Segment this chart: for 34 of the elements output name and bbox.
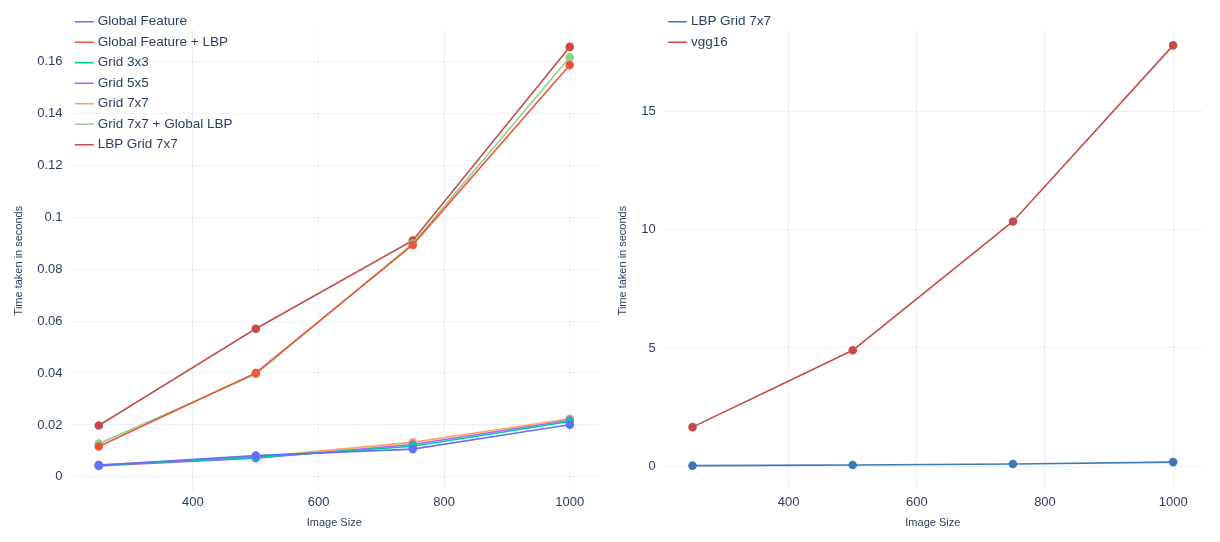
legend-label: Global Feature + LBP bbox=[97, 33, 228, 49]
y-tick-label: 5 bbox=[648, 339, 656, 355]
y-tick-label: 15 bbox=[641, 103, 656, 119]
y-tick-label: 0.04 bbox=[37, 364, 63, 380]
y-tick-label: 0.12 bbox=[37, 156, 63, 172]
y-axis-title: Time taken in seconds bbox=[11, 205, 24, 316]
x-tick-label: 1000 bbox=[555, 493, 585, 509]
legend-label: Grid 5x5 bbox=[97, 74, 149, 90]
legend-label: vgg16 bbox=[690, 33, 728, 49]
legend-label: Grid 7x7 bbox=[97, 95, 149, 111]
legend-label: Grid 7x7 + Global LBP bbox=[97, 115, 233, 131]
y-tick-label: 0.06 bbox=[37, 312, 63, 328]
y-axis-title: Time taken in seconds bbox=[615, 205, 628, 316]
legend-label: LBP Grid 7x7 bbox=[97, 136, 178, 152]
x-tick-label: 400 bbox=[182, 493, 204, 509]
x-tick-label: 600 bbox=[307, 493, 330, 509]
legend-label: Grid 3x3 bbox=[97, 54, 149, 70]
y-tick-label: 0.02 bbox=[37, 416, 63, 432]
x-tick-label: 400 bbox=[777, 493, 800, 509]
x-tick-label: 800 bbox=[1034, 493, 1056, 509]
x-tick-label: 600 bbox=[905, 493, 928, 509]
y-tick-label: 10 bbox=[641, 221, 656, 237]
legend-label: Global Feature bbox=[97, 13, 188, 29]
x-axis-title: Image Size bbox=[905, 516, 961, 529]
y-tick-label: 0.1 bbox=[44, 208, 63, 224]
x-tick-label: 800 bbox=[433, 493, 455, 509]
legend-label: LBP Grid 7x7 bbox=[690, 13, 771, 29]
y-tick-label: 0 bbox=[648, 457, 656, 473]
y-tick-label: 0.14 bbox=[37, 104, 63, 120]
x-axis-title: Image Size bbox=[306, 516, 362, 529]
x-tick-label: 1000 bbox=[1158, 493, 1188, 509]
y-tick-label: 0.16 bbox=[37, 52, 63, 68]
y-tick-label: 0 bbox=[55, 468, 63, 484]
y-tick-label: 0.08 bbox=[37, 260, 63, 276]
